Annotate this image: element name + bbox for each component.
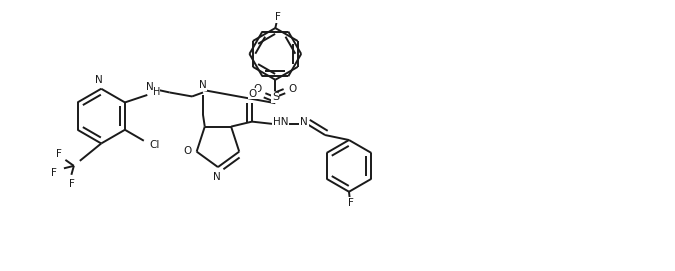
Text: F: F [70, 179, 76, 189]
Text: Cl: Cl [150, 140, 160, 150]
Text: F: F [56, 149, 62, 159]
Text: F: F [348, 198, 354, 208]
Text: F: F [51, 168, 57, 178]
Text: S: S [272, 92, 279, 102]
Text: O: O [249, 89, 257, 99]
Text: N: N [300, 117, 308, 127]
Text: N: N [95, 75, 103, 85]
Text: H: H [153, 87, 160, 97]
Text: N: N [199, 80, 207, 90]
Text: N: N [146, 82, 154, 92]
Text: N: N [213, 172, 221, 182]
Text: O: O [184, 146, 192, 156]
Text: F: F [275, 12, 281, 22]
Text: O: O [289, 84, 297, 94]
Text: HN: HN [273, 117, 288, 127]
Text: O: O [254, 84, 262, 94]
